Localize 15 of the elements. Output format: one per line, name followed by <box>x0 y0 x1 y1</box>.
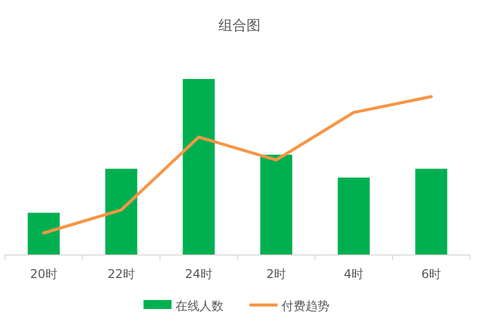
x-tick-label: 2时 <box>266 267 286 281</box>
x-tick-label: 24时 <box>185 267 212 281</box>
x-tick-label: 22时 <box>108 267 135 281</box>
legend-label: 在线人数 <box>176 299 224 313</box>
chart-title: 组合图 <box>218 18 260 34</box>
bar <box>415 168 448 255</box>
bar <box>338 178 370 255</box>
bar <box>105 168 138 255</box>
x-tick-label: 20时 <box>30 267 58 281</box>
x-tick-label: 4时 <box>344 267 364 281</box>
x-tick-label: 6时 <box>421 267 442 281</box>
legend-label: 付费趋势 <box>280 299 330 313</box>
bar <box>28 212 60 255</box>
bar <box>182 79 215 255</box>
bar <box>260 154 292 255</box>
